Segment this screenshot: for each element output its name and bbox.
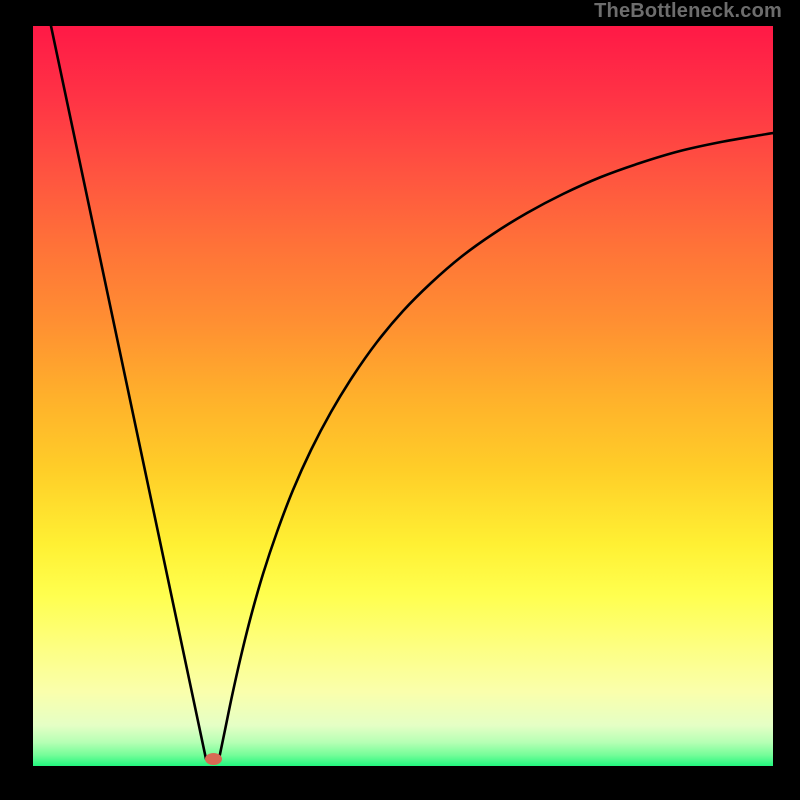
plot-area [33,26,773,766]
left-descent-line [51,26,206,759]
bottleneck-chart: TheBottleneck.com [0,0,800,800]
plot-inner [33,26,773,766]
chart-curve-layer [33,26,773,766]
minimum-marker [205,753,222,765]
attribution-label: TheBottleneck.com [594,0,782,23]
right-ascent-curve [219,133,773,759]
